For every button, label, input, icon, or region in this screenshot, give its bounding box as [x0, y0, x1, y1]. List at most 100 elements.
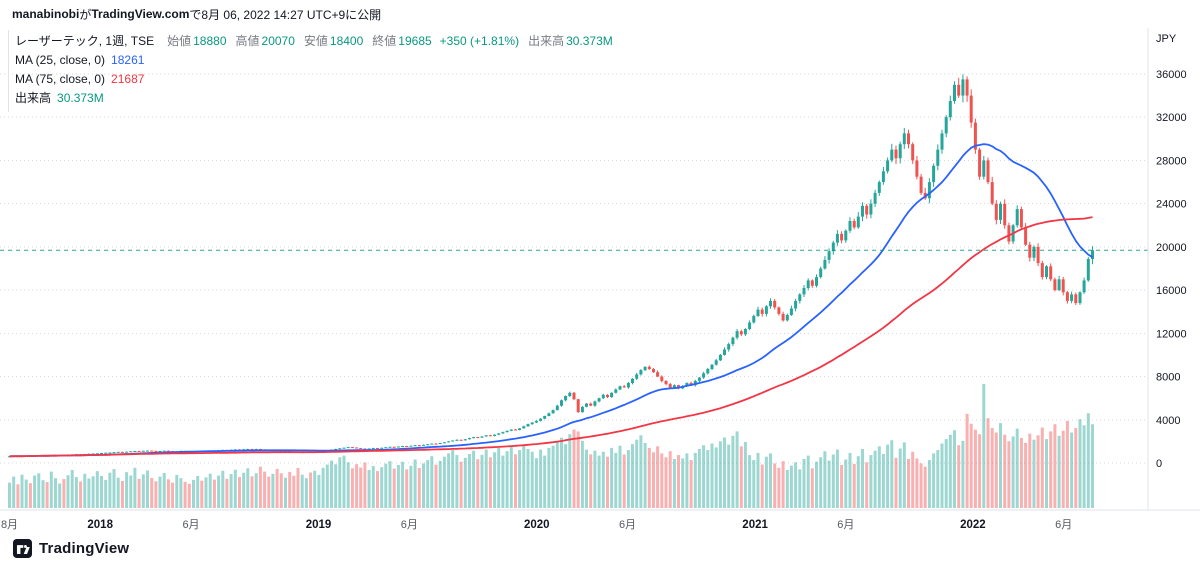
time-tick-label: 6月: [401, 519, 418, 531]
candle-body: [831, 242, 835, 252]
volume-bar: [907, 459, 910, 508]
volume-bar: [472, 450, 476, 508]
site-link[interactable]: TradingView.com: [91, 7, 190, 21]
time-axis[interactable]: 8月 2018 6月 2019 6月 2020 6月 2021 6月 2022 6月: [0, 509, 1200, 531]
candle-body: [434, 443, 438, 445]
volume-bar: [141, 474, 145, 508]
candle-body: [702, 373, 706, 378]
volume-bar: [505, 451, 509, 508]
volume-bar: [304, 478, 308, 508]
volume-bar: [647, 447, 651, 508]
candle-body: [133, 451, 137, 452]
legend-left-border: [8, 30, 9, 112]
volume-bar: [146, 470, 149, 508]
volume-bar: [969, 423, 973, 508]
ma75-value: 21687: [111, 72, 145, 86]
candle-body: [601, 394, 605, 399]
volume-bar: [250, 476, 254, 508]
volume-bar: [45, 482, 49, 508]
legend-ma75-row[interactable]: MA (75, close, 0) 21687: [15, 70, 613, 89]
candle-body: [422, 444, 425, 446]
volume-series: [8, 384, 1094, 508]
candle-body: [819, 268, 823, 278]
volume-bar: [668, 451, 672, 508]
publisher-username[interactable]: manabinobi: [12, 7, 80, 21]
candle-body: [660, 376, 664, 381]
candle-body: [338, 448, 342, 450]
price-axis[interactable]: JPY 36000 32000 28000 24000 20000 16000 12000 80…: [1147, 28, 1187, 510]
volume-bar: [87, 478, 91, 508]
volume-bar: [710, 443, 714, 508]
candle-body: [835, 233, 839, 243]
tradingview-logo[interactable]: TradingView: [0, 534, 1200, 562]
candle-body: [1086, 259, 1090, 281]
volume-bar: [1024, 443, 1028, 508]
candle-body: [610, 392, 614, 398]
volume-bar: [321, 467, 325, 508]
candle-body: [1049, 266, 1053, 280]
legend-symbol-row[interactable]: レーザーテック, 1週, TSE 始値 18880 高値 20070 安値 18400 終値 1…: [15, 32, 613, 51]
time-tick-label: 6月: [619, 519, 636, 531]
candle-body: [355, 447, 359, 449]
volume-bar: [789, 465, 793, 508]
volume-bar: [589, 454, 593, 508]
volume-bar: [120, 481, 124, 508]
volume-bar: [70, 470, 74, 508]
candle-body: [137, 451, 141, 452]
price-tick-label: 12000: [1156, 328, 1187, 340]
chart-svg-host: JPY 36000 32000 28000 24000 20000 16000 12000 80…: [0, 28, 1200, 534]
candle-body: [158, 451, 162, 452]
volume-bar: [1086, 413, 1090, 508]
change-value: +350 (+1.81%): [439, 34, 520, 48]
volume-bar: [1061, 430, 1065, 508]
grid-lines: [0, 73, 1148, 464]
volume-bar: [66, 475, 70, 508]
volume-bar: [468, 454, 471, 508]
volume-bar: [693, 452, 697, 508]
volume-bar: [359, 467, 363, 508]
candle-body: [953, 84, 956, 101]
candle-body: [631, 378, 634, 383]
volume-bar: [254, 473, 258, 508]
candle-body: [697, 377, 701, 381]
candle-body: [806, 280, 810, 288]
candle-body: [530, 422, 534, 425]
volume-bar: [518, 450, 522, 508]
volume-bar: [781, 461, 785, 508]
legend-volume-row[interactable]: 出来高 30.373M: [15, 89, 613, 108]
candle-body: [743, 329, 747, 335]
volume-bar: [288, 471, 292, 508]
volume-bar: [823, 451, 827, 508]
candle-body: [388, 446, 392, 448]
volume-bar: [137, 478, 141, 508]
candle-body: [146, 450, 149, 452]
volume-bar: [208, 473, 212, 508]
volume-bar: [1082, 425, 1086, 508]
volume-bar: [296, 468, 300, 508]
volume-bar: [396, 465, 400, 508]
volume-bar: [1019, 438, 1023, 508]
volume-bar: [940, 443, 944, 508]
candle-body: [986, 160, 990, 183]
volume-bar: [480, 454, 484, 508]
open-label: 始値: [167, 34, 192, 48]
volume-bar: [183, 481, 187, 508]
volume-bar: [739, 446, 743, 508]
candle-body: [1082, 280, 1086, 293]
candle-body: [1078, 292, 1082, 304]
volume-bar: [95, 471, 99, 508]
volume-bar: [434, 464, 438, 508]
chart-canvas[interactable]: JPY 36000 32000 28000 24000 20000 16000 12000 80…: [0, 28, 1200, 534]
volume-bar: [12, 476, 16, 508]
volume-bar: [1049, 431, 1053, 508]
candle-body: [476, 437, 480, 439]
volume-bar: [1036, 435, 1040, 508]
volume-bar: [501, 455, 505, 508]
candle-body: [363, 448, 367, 450]
legend-ma25-row[interactable]: MA (25, close, 0) 18261: [15, 51, 613, 70]
candle-body: [752, 316, 756, 323]
candle-body: [861, 205, 864, 217]
volume-bar: [246, 468, 250, 508]
volume-bar: [840, 465, 844, 508]
candle-body: [898, 144, 902, 159]
